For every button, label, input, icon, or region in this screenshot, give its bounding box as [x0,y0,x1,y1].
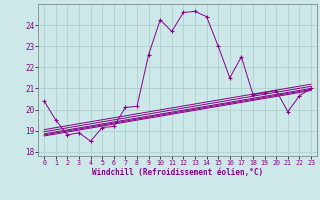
X-axis label: Windchill (Refroidissement éolien,°C): Windchill (Refroidissement éolien,°C) [92,168,263,177]
